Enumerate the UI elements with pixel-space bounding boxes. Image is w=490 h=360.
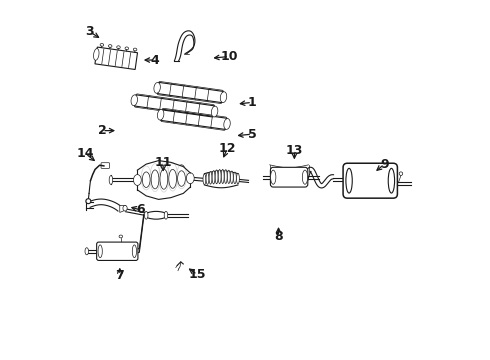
FancyBboxPatch shape bbox=[182, 85, 198, 100]
Ellipse shape bbox=[399, 172, 403, 175]
Text: 13: 13 bbox=[286, 144, 303, 157]
FancyBboxPatch shape bbox=[97, 242, 138, 260]
Ellipse shape bbox=[94, 49, 99, 60]
Ellipse shape bbox=[346, 168, 352, 193]
Ellipse shape bbox=[215, 170, 218, 184]
Ellipse shape bbox=[224, 170, 227, 184]
Ellipse shape bbox=[133, 175, 141, 185]
Ellipse shape bbox=[160, 169, 168, 189]
Text: 5: 5 bbox=[247, 128, 256, 141]
Ellipse shape bbox=[237, 173, 239, 184]
Ellipse shape bbox=[224, 118, 230, 129]
Ellipse shape bbox=[177, 171, 185, 186]
FancyBboxPatch shape bbox=[172, 99, 189, 114]
FancyBboxPatch shape bbox=[198, 114, 215, 129]
Ellipse shape bbox=[186, 173, 194, 184]
Ellipse shape bbox=[131, 95, 138, 106]
Ellipse shape bbox=[108, 45, 112, 48]
Ellipse shape bbox=[212, 171, 215, 184]
Ellipse shape bbox=[133, 48, 137, 51]
FancyBboxPatch shape bbox=[101, 163, 110, 168]
Text: 11: 11 bbox=[154, 156, 172, 169]
FancyBboxPatch shape bbox=[95, 47, 138, 69]
Text: 14: 14 bbox=[77, 147, 94, 160]
FancyBboxPatch shape bbox=[134, 94, 150, 109]
FancyBboxPatch shape bbox=[186, 112, 202, 127]
Ellipse shape bbox=[206, 173, 209, 184]
Ellipse shape bbox=[145, 211, 167, 219]
FancyBboxPatch shape bbox=[195, 87, 211, 102]
FancyBboxPatch shape bbox=[270, 167, 308, 187]
Ellipse shape bbox=[157, 109, 164, 120]
Ellipse shape bbox=[218, 170, 221, 184]
Text: 8: 8 bbox=[274, 230, 283, 243]
FancyBboxPatch shape bbox=[198, 103, 215, 118]
Ellipse shape bbox=[117, 46, 120, 49]
Ellipse shape bbox=[270, 170, 276, 184]
Ellipse shape bbox=[145, 211, 148, 219]
Ellipse shape bbox=[203, 174, 206, 185]
Text: 15: 15 bbox=[189, 268, 206, 281]
Ellipse shape bbox=[125, 47, 128, 50]
Text: 12: 12 bbox=[219, 142, 236, 155]
Ellipse shape bbox=[154, 82, 160, 93]
FancyBboxPatch shape bbox=[211, 116, 227, 130]
Polygon shape bbox=[120, 206, 126, 212]
Ellipse shape bbox=[123, 206, 127, 211]
Ellipse shape bbox=[98, 245, 102, 258]
Ellipse shape bbox=[109, 176, 113, 184]
Ellipse shape bbox=[209, 172, 212, 184]
Ellipse shape bbox=[211, 106, 218, 117]
Text: 1: 1 bbox=[247, 96, 256, 109]
Ellipse shape bbox=[221, 170, 224, 184]
Text: 9: 9 bbox=[380, 158, 389, 171]
Ellipse shape bbox=[234, 172, 236, 184]
FancyBboxPatch shape bbox=[160, 98, 176, 112]
Ellipse shape bbox=[119, 235, 122, 238]
FancyBboxPatch shape bbox=[161, 108, 177, 123]
Text: 3: 3 bbox=[85, 25, 94, 38]
FancyBboxPatch shape bbox=[157, 81, 173, 96]
Ellipse shape bbox=[169, 169, 176, 188]
Ellipse shape bbox=[220, 92, 227, 103]
FancyBboxPatch shape bbox=[343, 163, 397, 198]
FancyBboxPatch shape bbox=[173, 110, 190, 125]
Ellipse shape bbox=[230, 171, 233, 184]
Text: 6: 6 bbox=[137, 203, 145, 216]
Ellipse shape bbox=[85, 248, 89, 255]
Text: 10: 10 bbox=[220, 50, 238, 63]
Ellipse shape bbox=[86, 199, 91, 204]
Ellipse shape bbox=[388, 168, 394, 193]
Ellipse shape bbox=[151, 170, 159, 189]
FancyBboxPatch shape bbox=[185, 101, 202, 116]
FancyBboxPatch shape bbox=[207, 89, 223, 104]
Text: 7: 7 bbox=[115, 269, 124, 282]
Text: 2: 2 bbox=[98, 124, 106, 137]
Ellipse shape bbox=[164, 211, 168, 219]
Ellipse shape bbox=[302, 170, 308, 184]
Ellipse shape bbox=[227, 170, 230, 184]
FancyBboxPatch shape bbox=[170, 83, 186, 98]
Ellipse shape bbox=[100, 44, 104, 46]
FancyBboxPatch shape bbox=[147, 96, 164, 111]
Ellipse shape bbox=[142, 172, 150, 188]
Text: 4: 4 bbox=[150, 54, 159, 67]
Ellipse shape bbox=[132, 245, 137, 258]
